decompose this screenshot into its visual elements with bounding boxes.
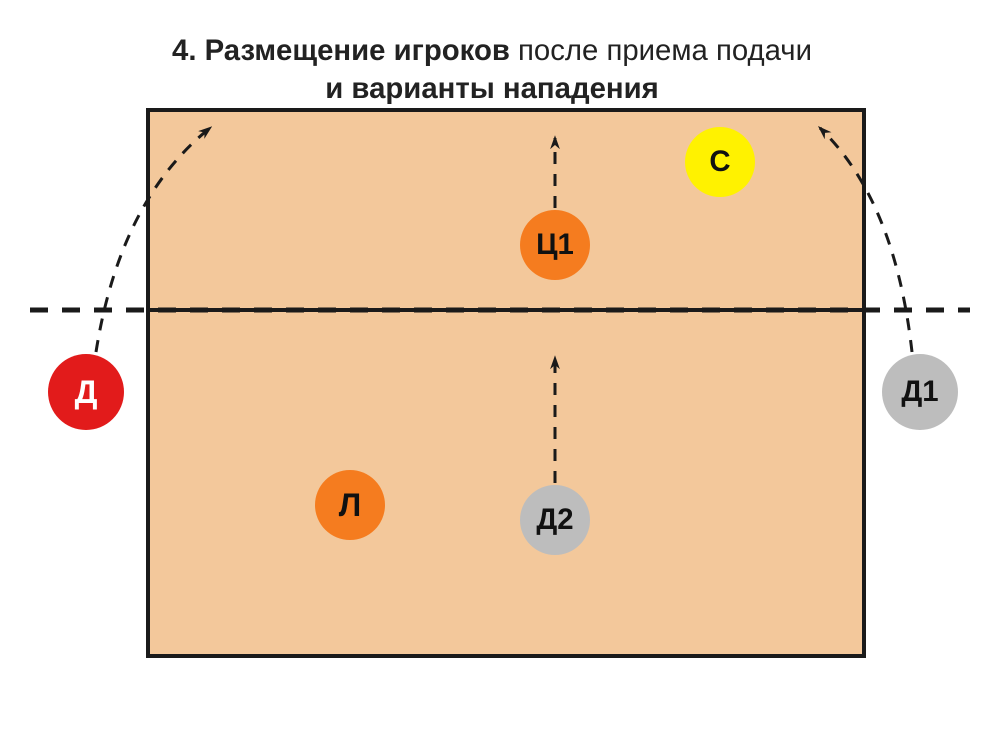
player-D2: Д2 [520,485,590,555]
title-line2: и варианты нападения [325,72,659,105]
court-rectangle [146,108,866,658]
player-label-S: С [709,145,730,179]
player-label-D: Д [75,374,98,411]
title-rest1: после приема подачи [510,34,812,67]
player-label-C1: Ц1 [536,228,574,262]
diagram-title: 4. Размещение игроков после приема подач… [0,32,984,108]
player-label-L: Л [339,487,361,524]
player-S: С [685,127,755,197]
player-C1: Ц1 [520,210,590,280]
title-bold: 4. Размещение игроков [172,34,510,67]
player-D1: Д1 [882,354,958,430]
player-label-D2: Д2 [536,503,573,537]
player-label-D1: Д1 [901,375,938,409]
player-L: Л [315,470,385,540]
player-D: Д [48,354,124,430]
